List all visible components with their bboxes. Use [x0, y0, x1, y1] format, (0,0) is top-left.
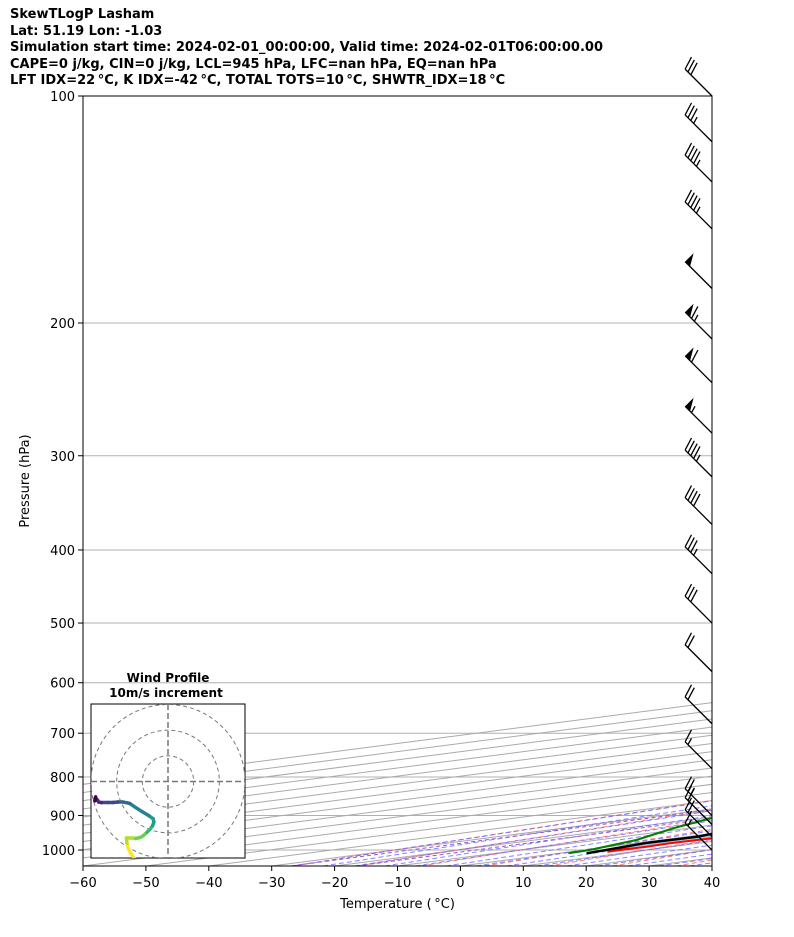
dry-adiabat — [420, 818, 712, 866]
dry-adiabat — [293, 799, 712, 866]
isotherm-line — [83, 718, 712, 802]
hodograph-title: Wind Profile — [127, 671, 210, 685]
x-tick-label: 30 — [641, 876, 658, 891]
wind-barb — [684, 485, 713, 525]
wind-barb — [684, 632, 713, 673]
x-tick-label: −40 — [195, 876, 222, 891]
header-indices-2: LFT IDX=22 °C, K IDX=-42 °C, TOTAL TOTS=… — [10, 73, 506, 88]
moist-adiabat — [689, 862, 712, 866]
wind-barb — [684, 534, 713, 575]
wind-barb — [684, 303, 713, 340]
x-tick-label: −60 — [69, 876, 96, 891]
x-tick-label: −20 — [321, 876, 348, 891]
y-tick-label: 600 — [50, 677, 75, 692]
dry-adiabat — [356, 809, 712, 866]
header: SkewTLogP Lasham Lat: 51.19 Lon: -1.03 S… — [10, 7, 603, 90]
isotherm-line — [586, 849, 712, 866]
dry-adiabat — [740, 96, 794, 866]
y-tick-label: 900 — [50, 810, 75, 825]
y-tick-label: 500 — [50, 617, 75, 632]
moist-adiabat — [291, 800, 712, 866]
moist-adiabat — [658, 857, 712, 866]
y-tick-label: 200 — [50, 317, 75, 332]
header-coordinates: Lat: 51.19 Lon: -1.03 — [10, 23, 163, 39]
wind-barb — [684, 397, 713, 434]
wind-barb — [684, 684, 713, 725]
x-tick-label: 40 — [704, 876, 721, 891]
moist-adiabat — [506, 835, 712, 866]
x-tick-label: −10 — [384, 876, 411, 891]
wind-barb — [684, 797, 713, 838]
y-tick-label: 800 — [50, 771, 75, 786]
moist-adiabat — [384, 815, 712, 866]
y-axis-label: Pressure (hPa) — [18, 434, 33, 527]
x-axis-label: Temperature ( °C) — [339, 897, 455, 912]
x-tick-label: 10 — [515, 876, 532, 891]
mixing-ratio-line — [356, 817, 712, 866]
header-times: Simulation start time: 2024-02-01_00:00:… — [10, 40, 603, 55]
isotherm-line — [208, 800, 712, 866]
wind-barb — [684, 776, 713, 816]
moist-adiabat — [323, 805, 712, 866]
isotherm-line — [83, 734, 712, 818]
isotherm-line — [460, 832, 712, 866]
moist-adiabat — [476, 830, 712, 866]
x-tick-label: 0 — [456, 876, 464, 891]
mixing-ratio-line — [290, 809, 712, 866]
y-tick-label: 100 — [50, 90, 75, 105]
hodograph-segment — [93, 795, 98, 803]
moist-adiabat — [720, 96, 794, 866]
temperature-profile — [607, 837, 712, 853]
isotherm-line — [83, 702, 712, 785]
moist-adiabat — [536, 839, 712, 866]
isotherm-line — [649, 857, 712, 866]
wind-barb — [684, 437, 713, 478]
moist-adiabat — [597, 849, 712, 866]
y-tick-label: 400 — [50, 544, 75, 559]
moist-adiabat — [354, 810, 712, 866]
x-tick-label: 20 — [578, 876, 595, 891]
moist-adiabat — [445, 825, 712, 866]
hodograph-subtitle: 10m/s increment — [109, 686, 223, 700]
x-tick-label: −50 — [132, 876, 159, 891]
wind-barb — [684, 189, 713, 230]
moist-adiabat — [566, 844, 712, 866]
y-tick-label: 700 — [50, 727, 75, 742]
wind-barb — [684, 142, 713, 183]
wind-barb — [684, 56, 713, 97]
isotherm-line — [711, 865, 712, 866]
wind-barb — [684, 253, 713, 289]
wind-barb — [684, 347, 713, 384]
y-tick-label: 300 — [50, 450, 75, 465]
dry-adiabat — [548, 838, 712, 866]
x-tick-label: −30 — [258, 876, 285, 891]
wind-barb — [684, 102, 713, 143]
header-station: SkewTLogP Lasham — [10, 7, 155, 22]
isotherm-line — [83, 710, 712, 793]
dry-adiabat — [612, 849, 712, 866]
header-indices-1: CAPE=0 j/kg, CIN=0 j/kg, LCL=945 hPa, LF… — [10, 56, 497, 72]
wind-barb — [684, 810, 713, 851]
y-tick-label: 1000 — [42, 844, 75, 859]
wind-barb — [684, 729, 713, 770]
isotherm-line — [83, 726, 712, 810]
wind-barb — [684, 583, 713, 624]
moist-adiabat — [627, 853, 712, 866]
